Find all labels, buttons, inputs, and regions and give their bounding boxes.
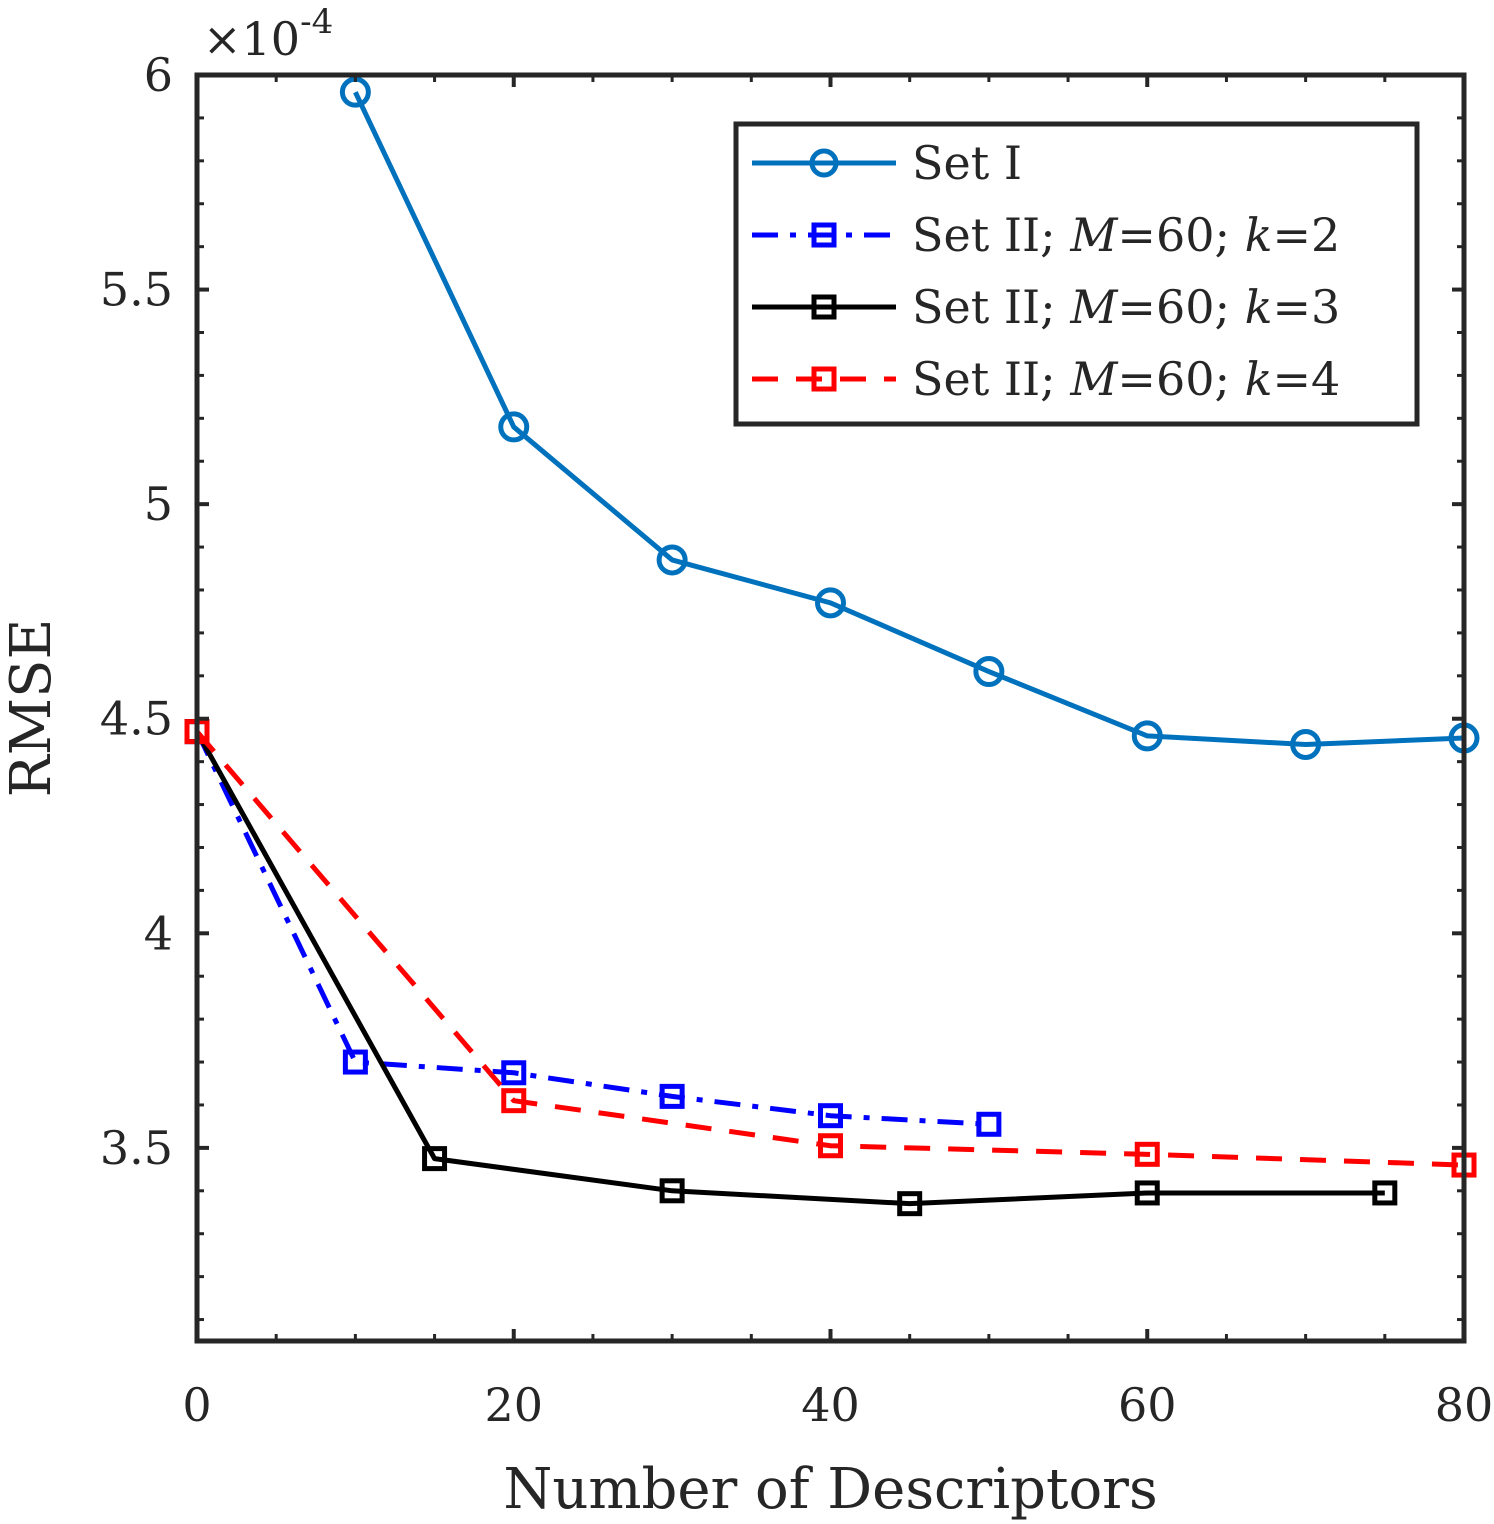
tick-layer: 0 20 40 60 80 3.5 4 4.5 5 5.5 6 xyxy=(100,48,1493,1432)
x-tick-label: 20 xyxy=(484,1378,543,1432)
y-exponent-power: -4 xyxy=(300,2,333,42)
legend-item: Set II; M=60; k=2 xyxy=(752,208,1340,262)
data-point xyxy=(342,1049,368,1075)
y-tick-label: 6 xyxy=(144,48,173,102)
legend-box xyxy=(733,121,1420,427)
data-point xyxy=(659,1083,685,1109)
data-point xyxy=(659,1178,685,1204)
series-line xyxy=(194,730,990,1127)
series-line xyxy=(195,729,1465,1168)
legend-label: Set II; M=60; k=4 xyxy=(912,352,1340,406)
y-exponent-base: ×10 xyxy=(203,12,300,66)
x-axis-label: Number of Descriptors xyxy=(503,1457,1157,1522)
x-tick-label: 40 xyxy=(801,1378,860,1432)
series-line xyxy=(353,91,1465,747)
legend-marker xyxy=(811,366,837,392)
data-point xyxy=(1134,1141,1160,1167)
data-point xyxy=(1131,720,1163,752)
data-point xyxy=(973,656,1005,688)
y-axis-label: RMSE xyxy=(0,619,64,798)
data-point xyxy=(1134,1180,1160,1206)
data-point xyxy=(976,1111,1002,1137)
y-tick-label: 4 xyxy=(144,906,173,960)
legend-label: Set I xyxy=(912,136,1022,190)
data-point xyxy=(498,411,530,443)
data-point xyxy=(897,1191,923,1217)
data-point xyxy=(1372,1180,1398,1206)
data-point xyxy=(815,587,846,619)
y-tick-label: 4.5 xyxy=(100,692,173,746)
y-tick-label: 5.5 xyxy=(100,263,173,317)
data-point xyxy=(656,544,688,576)
data-point xyxy=(1290,728,1322,760)
data-point xyxy=(501,1060,527,1086)
legend-item: Set II; M=60; k=4 xyxy=(752,352,1340,406)
x-tick-label: 80 xyxy=(1435,1378,1494,1432)
legend-marker xyxy=(811,222,837,248)
y-tick-label: 5 xyxy=(144,477,173,531)
legend-item: Set II; M=60; k=3 xyxy=(752,280,1340,334)
legend-marker xyxy=(809,148,839,178)
data-point xyxy=(422,1146,448,1172)
y-tick-label: 3.5 xyxy=(100,1121,173,1175)
legend-label: Set II; M=60; k=3 xyxy=(912,280,1340,334)
y-exponent-label: ×10-4 xyxy=(203,2,333,66)
x-tick-label: 60 xyxy=(1118,1378,1177,1432)
data-point xyxy=(501,1088,527,1114)
legend-label: Set II; M=60; k=2 xyxy=(912,208,1340,262)
legend-marker xyxy=(811,294,837,320)
data-point xyxy=(818,1103,843,1129)
legend: Set I Set II; M=60; k=2 Set II; M=60; k=3 S… xyxy=(733,121,1420,427)
legend-item: Set I xyxy=(752,136,1022,190)
data-point xyxy=(818,1133,843,1159)
x-tick-label: 0 xyxy=(182,1378,211,1432)
series-line xyxy=(194,730,1385,1207)
